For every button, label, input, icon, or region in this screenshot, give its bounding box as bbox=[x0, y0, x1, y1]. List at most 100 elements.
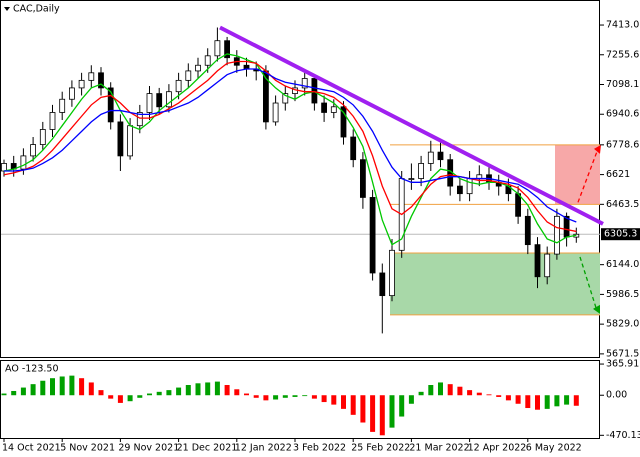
x-tick-label: 5 Nov 2021 bbox=[60, 443, 115, 454]
zone bbox=[390, 252, 600, 315]
ao-bar bbox=[98, 390, 104, 396]
ao-bar bbox=[234, 389, 240, 396]
candle-body bbox=[330, 106, 337, 113]
chart-title: CAC,Daily bbox=[13, 4, 60, 15]
candle-body bbox=[427, 151, 434, 164]
ao-bar bbox=[350, 395, 356, 415]
trend-line bbox=[219, 25, 604, 226]
ao-bar bbox=[360, 395, 366, 423]
indicator-title: AO -123.50 bbox=[5, 364, 59, 375]
candle-body bbox=[88, 72, 95, 81]
ao-bar bbox=[88, 382, 94, 396]
candle-body bbox=[437, 151, 444, 161]
candle-body bbox=[544, 253, 551, 278]
ao-bar bbox=[195, 383, 201, 396]
ao-bar bbox=[79, 378, 85, 396]
x-tick-label: 29 Nov 2021 bbox=[118, 443, 179, 454]
x-tick-label: 12 Jan 2022 bbox=[235, 443, 292, 454]
ao-bar bbox=[564, 395, 570, 405]
ao-bar bbox=[496, 395, 502, 397]
candle-body bbox=[165, 91, 172, 108]
candle-body bbox=[107, 87, 114, 123]
candle-body bbox=[214, 40, 221, 57]
y-tick-label: 5829.0 bbox=[606, 319, 639, 330]
candle-body bbox=[359, 159, 366, 198]
ao-bar bbox=[50, 378, 55, 396]
ao-bar bbox=[389, 395, 395, 428]
candle-body bbox=[282, 93, 289, 104]
ao-bar bbox=[573, 395, 579, 406]
last-price-box bbox=[601, 228, 640, 241]
candle-body bbox=[20, 155, 27, 170]
y-tick-label: 365.91 bbox=[606, 359, 639, 370]
ao-bar bbox=[127, 395, 133, 402]
x-tick-label: 21 Mar 2022 bbox=[409, 443, 469, 454]
candle-body bbox=[379, 272, 386, 297]
x-tick-label: 14 Oct 2021 bbox=[2, 443, 61, 454]
ao-bar bbox=[69, 375, 75, 396]
candle-body bbox=[195, 64, 201, 72]
ao-bar bbox=[467, 390, 473, 396]
ao-bar bbox=[20, 387, 26, 396]
x-tick-label: 25 Feb 2022 bbox=[351, 443, 410, 454]
ao-bar bbox=[341, 395, 346, 409]
ao-bar bbox=[379, 395, 385, 436]
ao-bar bbox=[544, 395, 550, 409]
candle-body bbox=[146, 93, 153, 113]
candle-body bbox=[418, 163, 425, 179]
candle-body bbox=[78, 79, 85, 89]
candle-body bbox=[59, 98, 66, 113]
ao-bar bbox=[147, 393, 152, 396]
last-price-label: 6305.3 bbox=[604, 229, 637, 240]
menu-icon[interactable] bbox=[4, 7, 10, 11]
candle-body bbox=[301, 78, 308, 89]
candle-body bbox=[117, 121, 124, 157]
candle-body bbox=[156, 93, 163, 108]
ao-bar bbox=[408, 395, 414, 404]
candle-body bbox=[456, 185, 463, 195]
candle-body bbox=[369, 197, 376, 274]
candle-body bbox=[515, 193, 521, 217]
candle-body bbox=[1, 163, 7, 172]
ao-bar bbox=[11, 390, 17, 396]
candle-body bbox=[98, 72, 104, 89]
ao-bar bbox=[399, 395, 405, 417]
ao-bar bbox=[447, 384, 453, 396]
ao-bar bbox=[117, 395, 123, 403]
candle-body bbox=[389, 249, 395, 297]
y-tick-label: 7413.0 bbox=[606, 20, 639, 31]
moving-average bbox=[4, 68, 577, 223]
ao-bar bbox=[108, 395, 114, 399]
ao-bar bbox=[244, 393, 249, 396]
candle-body bbox=[554, 215, 560, 255]
y-tick-label: 7098.1 bbox=[606, 79, 639, 90]
ao-bar bbox=[263, 395, 269, 401]
ao-bar bbox=[292, 395, 298, 397]
ao-bar bbox=[224, 385, 230, 396]
candle-body bbox=[127, 125, 133, 157]
ao-bar bbox=[428, 385, 434, 396]
x-tick-label: 6 May 2022 bbox=[526, 443, 582, 454]
ao-bar bbox=[137, 395, 143, 398]
y-tick-label: 6463.5 bbox=[606, 199, 639, 210]
ao-bar bbox=[1, 393, 7, 396]
ao-bar bbox=[370, 395, 376, 432]
ao-bar bbox=[253, 395, 259, 398]
ao-bar bbox=[457, 386, 463, 396]
ao-bar bbox=[156, 391, 162, 396]
ao-bar bbox=[486, 394, 492, 396]
ao-bar bbox=[418, 391, 424, 396]
candle-body bbox=[524, 215, 531, 246]
candle-body bbox=[350, 136, 357, 161]
candle-body bbox=[534, 244, 541, 278]
y-tick-label: 6940.6 bbox=[606, 109, 639, 120]
x-tick-label: 21 Dec 2021 bbox=[177, 443, 238, 454]
candle-body bbox=[136, 112, 143, 127]
candle-body bbox=[204, 55, 211, 66]
moving-average bbox=[3, 53, 577, 246]
ao-bar bbox=[282, 395, 288, 398]
ao-bar bbox=[321, 395, 327, 403]
ao-bar bbox=[476, 392, 482, 396]
arrow bbox=[579, 256, 598, 312]
